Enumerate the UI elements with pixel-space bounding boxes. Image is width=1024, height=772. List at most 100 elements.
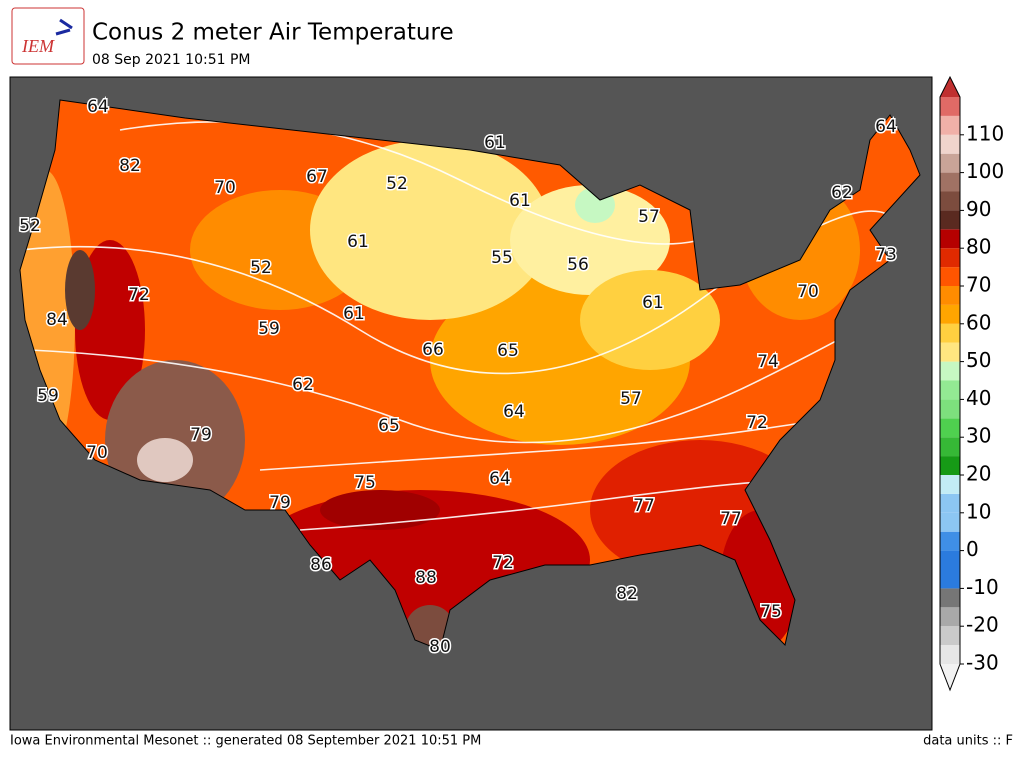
colorbar-segment <box>940 512 960 532</box>
colorbar-segment <box>940 645 960 664</box>
station-label: 52 <box>19 216 41 236</box>
footer-right: data units :: F <box>923 734 1013 749</box>
station-label: 55 <box>491 248 513 268</box>
colorbar-segment <box>940 607 960 627</box>
colorbar-tick-label: 20 <box>966 462 991 486</box>
colorbar-tick-label: 90 <box>966 197 991 221</box>
colorbar-segment <box>940 437 960 457</box>
map: 64 82 70 67 52 61 61 57 64 62 73 52 52 61 55 56 72 84 59 61… <box>9 76 933 731</box>
colorbar-segment <box>940 286 960 305</box>
colorbar-segment <box>940 342 960 362</box>
station-label: 77 <box>720 509 742 529</box>
station-label: 88 <box>415 568 437 588</box>
station-label: 74 <box>757 352 779 372</box>
colorbar-tick-label: 60 <box>966 310 991 334</box>
colorbar-segment <box>940 418 960 438</box>
station-label: 72 <box>746 413 768 433</box>
station-label: 61 <box>642 293 664 313</box>
colorbar-outline <box>939 75 961 692</box>
station-label: 59 <box>37 386 59 406</box>
station-label: 75 <box>354 473 376 493</box>
station-label: 84 <box>46 310 68 330</box>
colorbar-tick-label: 110 <box>966 121 1004 145</box>
station-label: 75 <box>760 602 782 622</box>
colorbar-tick-label: 40 <box>966 386 991 410</box>
station-label: 65 <box>378 416 400 436</box>
title: Conus 2 meter Air Temperature <box>92 20 454 46</box>
subtitle: 08 Sep 2021 10:51 PM <box>92 52 251 68</box>
colorbar-segment <box>940 531 960 551</box>
station-label: 64 <box>875 117 897 137</box>
station-labels: 64 82 70 67 52 61 61 57 64 62 73 52 52 61 55 56 72 84 59 61… <box>18 96 899 659</box>
station-label: 72 <box>128 285 150 305</box>
colorbar-under <box>940 664 960 690</box>
colorbar-segment <box>940 267 960 286</box>
colorbar-segment <box>940 248 960 268</box>
colorbar-segment <box>940 191 960 211</box>
colorbar-segment <box>940 97 960 116</box>
station-label: 86 <box>310 555 332 575</box>
station-label: 82 <box>616 584 638 604</box>
colorbar-segment <box>940 115 960 135</box>
colorbar-segment <box>940 153 960 173</box>
station-label: 65 <box>497 341 519 361</box>
colorbar-over <box>940 77 960 97</box>
station-label: 79 <box>190 425 212 445</box>
colorbar-segment <box>940 399 960 419</box>
station-label: 73 <box>875 245 897 265</box>
colorbar-segment <box>940 475 960 494</box>
colorbar-tick-label: 30 <box>966 424 991 448</box>
station-label: 77 <box>633 496 655 516</box>
colorbar-tick-label: -10 <box>966 575 999 599</box>
colorbar-tick-label: 10 <box>966 499 991 523</box>
colorbar-tick-label: -30 <box>966 651 999 675</box>
station-label: 59 <box>258 319 280 339</box>
colorbar-segment <box>940 229 960 249</box>
station-label: 62 <box>831 183 853 203</box>
station-label: 57 <box>620 389 642 409</box>
colorbar-segment <box>940 210 960 230</box>
country-border <box>19 99 921 651</box>
station-label: 72 <box>492 553 514 573</box>
station-label: 52 <box>250 258 272 278</box>
station-label: 57 <box>638 207 660 227</box>
station-label: 56 <box>567 255 589 275</box>
station-label: 61 <box>509 191 531 211</box>
station-label: 61 <box>484 133 506 153</box>
colorbar-segment <box>940 304 960 324</box>
colorbar-tick-label: 100 <box>966 159 1004 183</box>
colorbar-segment <box>940 550 960 570</box>
colorbar-segment <box>940 626 960 646</box>
colorbar-tick-label: 70 <box>966 273 991 297</box>
logo: IEM <box>11 7 85 65</box>
colorbar-tick-label: -20 <box>966 613 999 637</box>
colorbar-segment <box>940 456 960 475</box>
station-label: 82 <box>119 156 141 176</box>
station-label: 61 <box>343 304 365 324</box>
colorbar-segment <box>940 323 960 343</box>
station-label: 61 <box>347 232 369 252</box>
station-label: 64 <box>503 402 525 422</box>
station-label: 67 <box>306 167 328 187</box>
colorbar-segment <box>940 569 960 589</box>
footer-left: Iowa Environmental Mesonet :: generated … <box>10 734 481 749</box>
logo-text: IEM <box>21 36 55 56</box>
station-label: 62 <box>292 375 314 395</box>
colorbar-tick-label: 0 <box>966 537 979 561</box>
colorbar-tick-label: 80 <box>966 235 991 259</box>
station-label: 70 <box>214 178 236 198</box>
station-label: 79 <box>269 493 291 513</box>
station-label: 64 <box>87 97 109 117</box>
station-label: 70 <box>797 282 819 302</box>
station-label: 80 <box>429 637 451 657</box>
station-label: 70 <box>86 443 108 463</box>
colorbar-segment <box>940 134 960 154</box>
colorbar-segment <box>940 493 960 513</box>
colorbar-tick-label: 50 <box>966 348 991 372</box>
colorbar-segment <box>940 588 960 608</box>
colorbar-segment <box>940 380 960 400</box>
colorbar-segment <box>940 172 960 192</box>
station-label: 52 <box>386 174 408 194</box>
colorbar-segment <box>940 361 960 381</box>
